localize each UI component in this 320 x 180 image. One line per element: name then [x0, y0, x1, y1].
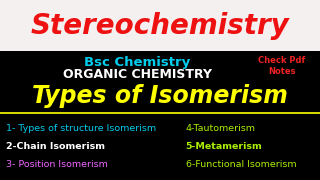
Text: 3- Position Isomerism: 3- Position Isomerism — [6, 160, 108, 169]
Text: Stereochemistry: Stereochemistry — [31, 12, 289, 40]
Text: Types of Isomerism: Types of Isomerism — [32, 84, 288, 108]
Text: Bsc Chemistry: Bsc Chemistry — [84, 56, 191, 69]
Text: 5-Metamerism: 5-Metamerism — [186, 142, 262, 151]
Text: Check Pdf
Notes: Check Pdf Notes — [258, 56, 305, 76]
Text: ORGANIC CHEMISTRY: ORGANIC CHEMISTRY — [63, 68, 212, 81]
Text: 1- Types of structure Isomerism: 1- Types of structure Isomerism — [6, 124, 156, 133]
Text: 6-Functional Isomerism: 6-Functional Isomerism — [186, 160, 296, 169]
FancyBboxPatch shape — [0, 0, 320, 51]
Text: 2-Chain Isomerism: 2-Chain Isomerism — [6, 142, 105, 151]
Text: 4-Tautomerism: 4-Tautomerism — [186, 124, 256, 133]
